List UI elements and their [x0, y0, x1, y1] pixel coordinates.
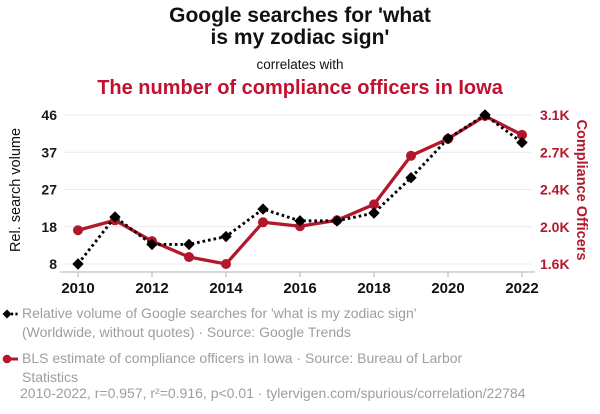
tick-label: 2.4K	[540, 182, 570, 198]
tick-label: 2.7K	[540, 144, 570, 160]
legend-line: BLS estimate of compliance officers in I…	[22, 350, 463, 366]
data-point	[221, 259, 231, 269]
data-point	[184, 252, 194, 263]
legend-item-search-volume: Relative volume of Google searches for '…	[2, 304, 592, 341]
diamond-dashed-line-icon	[2, 304, 18, 325]
tick-label: 2012	[135, 280, 168, 297]
secondary-title: The number of compliance officers in Iow…	[97, 77, 503, 99]
right-axis-title: Compliance Officers	[573, 119, 589, 261]
data-point	[479, 109, 491, 121]
chart-legend: Relative volume of Google searches for '…	[2, 304, 592, 394]
legend-line: Statistics	[22, 368, 79, 385]
left-axis-title: Rel. search volume	[8, 127, 24, 253]
circle-solid-line-icon	[2, 349, 18, 370]
legend-line: Relative volume of Google searches for '…	[22, 305, 417, 321]
data-point	[442, 132, 454, 145]
data-point	[331, 215, 343, 227]
data-point	[258, 217, 268, 228]
tick-label: 8	[49, 256, 57, 272]
correlates-with-label: correlates with	[256, 57, 344, 72]
data-point	[369, 199, 379, 210]
tick-label: 2010	[61, 280, 94, 297]
tick-label: 1.6K	[540, 256, 570, 272]
data-point	[109, 211, 121, 223]
tick-label: 2018	[357, 280, 390, 297]
data-point	[183, 238, 195, 251]
chart-header: Google searches for 'what is my zodiac s…	[0, 0, 600, 100]
page-title-line1: Google searches for 'what	[169, 4, 431, 27]
legend-item-label: Relative volume of Google searches for '…	[22, 304, 416, 341]
page-title-line2: is my zodiac sign'	[210, 26, 390, 49]
tick-label: 3.1K	[540, 107, 570, 123]
tick-label: 2020	[431, 280, 464, 297]
data-point	[405, 172, 417, 184]
legend-item-label: BLS estimate of compliance officers in I…	[22, 349, 462, 386]
legend-item-compliance-officers: BLS estimate of compliance officers in I…	[2, 349, 592, 386]
data-point	[368, 207, 380, 219]
data-point	[516, 136, 528, 149]
stats-and-source-link[interactable]: 2010-2022, r=0.957, r²=0.916, p<0.01 · t…	[20, 385, 526, 401]
tick-label: 2016	[283, 280, 316, 297]
data-point	[517, 129, 527, 140]
data-point	[294, 215, 306, 227]
data-point	[73, 225, 83, 236]
tick-label: 2022	[505, 280, 538, 297]
tick-label: 2.0K	[540, 219, 570, 235]
tick-label: 18	[41, 219, 57, 235]
data-point	[220, 230, 232, 243]
tick-label: 2014	[209, 280, 243, 297]
line-chart-plot: 46 3.1K 37 2.7K 27 2.4K 18 2.0K 8 1.6K 2010 2012 201…	[41, 107, 570, 297]
tick-label: 27	[41, 182, 57, 198]
legend-line: (Worldwide, without quotes) · Source: Go…	[22, 323, 351, 340]
tick-label: 37	[41, 144, 57, 160]
data-point	[72, 258, 84, 270]
tick-label: 46	[41, 107, 57, 123]
data-point	[146, 238, 158, 251]
data-point	[406, 150, 416, 161]
data-point	[257, 203, 269, 215]
